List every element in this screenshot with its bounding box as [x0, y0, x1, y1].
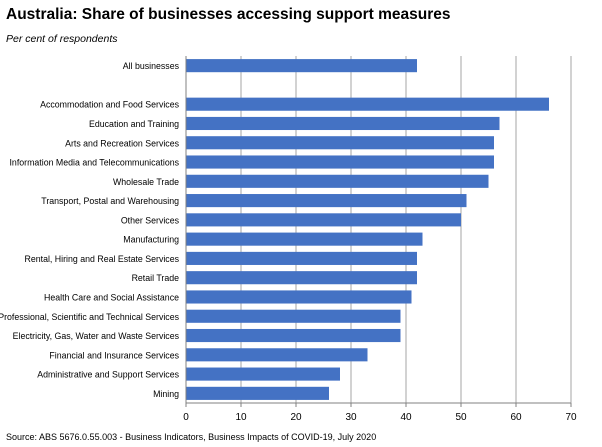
- bar: [186, 386, 329, 400]
- bar: [186, 232, 423, 246]
- bar: [186, 367, 340, 381]
- bar: [186, 213, 461, 227]
- category-label: Health Care and Social Assistance: [44, 292, 179, 302]
- bar: [186, 174, 489, 188]
- x-tick-label: 70: [565, 412, 577, 423]
- bar: [186, 116, 500, 131]
- category-label: Retail Trade: [132, 273, 180, 283]
- x-tick-label: 40: [400, 412, 412, 423]
- bar: [186, 97, 549, 111]
- category-label: Transport, Postal and Warehousing: [41, 196, 179, 206]
- category-label: Financial and Insurance Services: [49, 350, 179, 360]
- bar: [186, 59, 417, 73]
- x-tick-label: 10: [235, 412, 247, 423]
- source-note: Source: ABS 5676.0.55.003 - Business Ind…: [6, 432, 377, 442]
- category-label: Electricity, Gas, Water and Waste Servic…: [13, 331, 180, 341]
- bar: [186, 290, 412, 304]
- chart-title: Australia: Share of businesses accessing…: [6, 6, 451, 23]
- x-tick-label: 30: [345, 412, 357, 423]
- bar: [186, 309, 401, 323]
- x-tick-label: 50: [455, 412, 467, 423]
- grid-lines: [240, 56, 572, 403]
- x-tick-label: 20: [290, 412, 302, 423]
- bar: [186, 271, 417, 285]
- category-label: Manufacturing: [123, 235, 179, 245]
- category-label: Mining: [153, 389, 179, 399]
- bar: [186, 155, 494, 169]
- bar: [186, 136, 494, 150]
- category-label: Arts and Recreation Services: [65, 138, 180, 148]
- bar: [186, 328, 401, 343]
- category-label: Administrative and Support Services: [37, 370, 179, 380]
- bar: [186, 251, 417, 265]
- bars: [186, 59, 549, 400]
- category-label: Wholesale Trade: [113, 177, 179, 187]
- category-label: Accommodation and Food Services: [40, 100, 179, 110]
- category-label: Professional, Scientific and Technical S…: [0, 312, 180, 322]
- x-tick-label: 60: [510, 412, 522, 423]
- category-labels: All businesses Accommodation and Food Ser…: [0, 61, 180, 399]
- bar: [186, 348, 368, 362]
- category-label: Education and Training: [89, 119, 179, 129]
- bar: [186, 194, 467, 208]
- category-label: Information Media and Telecommunications: [9, 158, 179, 168]
- x-tick-labels: 0 10 20 30 40 50 60 70: [183, 412, 577, 423]
- category-label: Rental, Hiring and Real Estate Services: [24, 254, 179, 264]
- category-label: Other Services: [121, 215, 180, 225]
- chart-subtitle: Per cent of respondents: [6, 33, 118, 45]
- axes: [185, 56, 572, 407]
- x-tick-label: 0: [183, 412, 189, 423]
- category-label: All businesses: [123, 61, 180, 71]
